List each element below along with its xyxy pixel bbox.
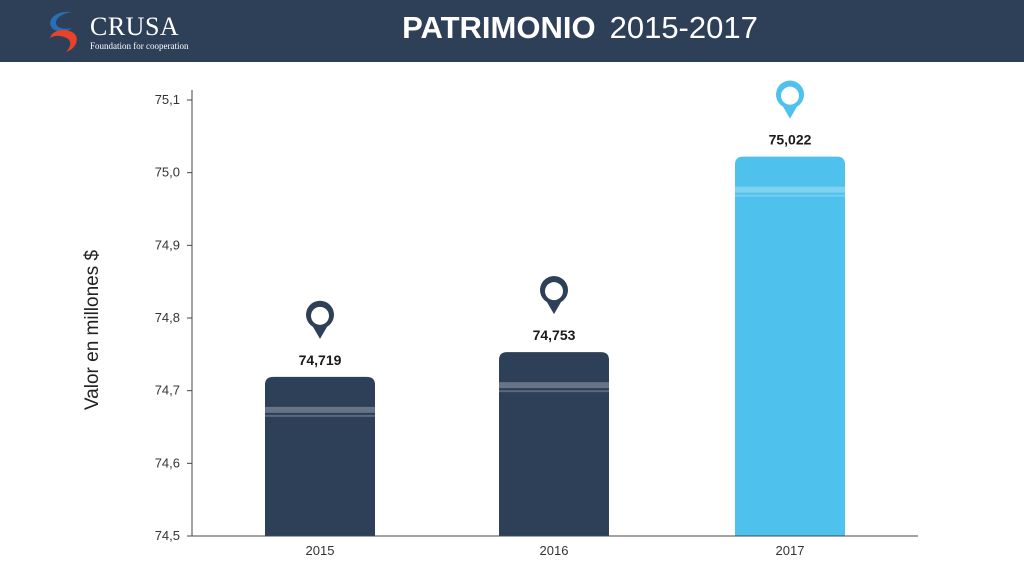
bar-highlight-line: [735, 194, 845, 197]
y-tick-label: 74,6: [155, 455, 180, 470]
bars-layer: [265, 156, 845, 536]
y-tick-label: 74,8: [155, 310, 180, 325]
x-tick-label: 2015: [306, 543, 335, 558]
crusa-logo: CRUSA Foundation for cooperation: [42, 8, 202, 56]
crusa-logo-icon: [50, 11, 77, 52]
bar: [265, 376, 375, 536]
y-tick-label: 75,1: [155, 92, 180, 107]
bar-highlight-band: [499, 382, 609, 389]
bar: [735, 156, 845, 536]
header-bar: CRUSA Foundation for cooperation PATRIMO…: [0, 0, 1024, 62]
logo-name: CRUSA: [90, 12, 180, 41]
map-pin-icon: [306, 300, 334, 339]
y-tick-label: 74,9: [155, 237, 180, 252]
y-tick-label: 74,7: [155, 383, 180, 398]
labels-layer: 74,719 74,753 75,022: [299, 80, 812, 368]
map-pin-icon: [776, 80, 804, 119]
data-label: 75,022: [769, 132, 812, 148]
bar-highlight-line: [265, 414, 375, 417]
logo-tagline: Foundation for cooperation: [90, 41, 189, 51]
map-pin-hole: [781, 86, 799, 105]
bar-highlight-band: [265, 406, 375, 413]
x-tick-label: 2016: [540, 543, 569, 558]
page-title-years: 2015-2017: [609, 10, 758, 45]
bar-highlight-line: [499, 390, 609, 393]
data-label: 74,719: [299, 352, 342, 368]
map-pin-hole: [311, 306, 329, 325]
bar-highlight-band: [735, 186, 845, 193]
logo-swoosh-red: [50, 30, 77, 52]
logo-swoosh-blue: [50, 11, 72, 32]
map-pin-hole: [545, 282, 563, 301]
y-tick-label: 74,5: [155, 528, 180, 543]
y-tick-label: 75,0: [155, 165, 180, 180]
map-pin-icon: [540, 276, 568, 315]
page-title-main: PATRIMONIO: [402, 10, 596, 45]
axes-layer: 2015 2016 2017 74,5 74,6 74,7 74,8 74,9 75,0 75,1: [155, 90, 918, 558]
page-title: PATRIMONIO 2015-2017: [300, 10, 860, 46]
x-tick-label: 2017: [776, 543, 805, 558]
bar: [499, 352, 609, 536]
data-label: 74,753: [533, 327, 576, 343]
